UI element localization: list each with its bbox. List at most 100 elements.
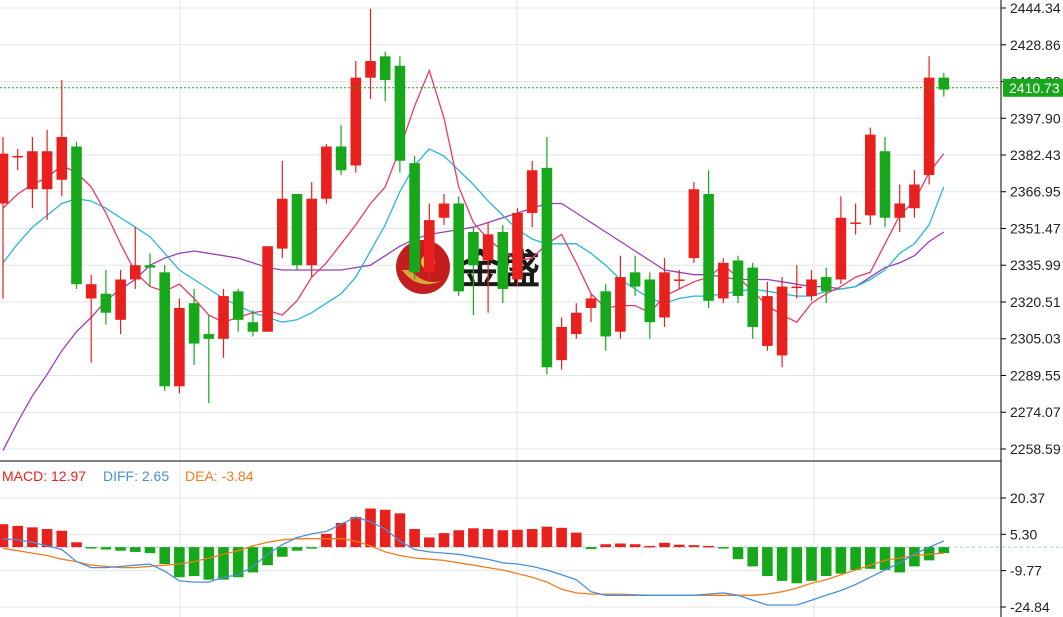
candle-body bbox=[247, 322, 259, 332]
current-price-tag bbox=[1003, 78, 1063, 97]
macd-bar bbox=[806, 547, 817, 581]
candle bbox=[335, 125, 347, 175]
candle-body bbox=[879, 151, 891, 218]
candle-body bbox=[820, 277, 832, 292]
candle-body bbox=[438, 203, 450, 218]
ma-slow-line bbox=[2, 202, 945, 451]
macd-bar bbox=[0, 524, 9, 548]
candle bbox=[526, 160, 538, 228]
candle bbox=[321, 144, 332, 204]
candle-body bbox=[556, 326, 567, 361]
macd-bar bbox=[41, 529, 53, 548]
macd-bar bbox=[277, 547, 288, 557]
macd-bar bbox=[879, 547, 891, 571]
macd-bar bbox=[71, 542, 82, 548]
macd-bar bbox=[732, 547, 744, 560]
candle-body bbox=[600, 291, 611, 337]
macd-bar bbox=[938, 547, 950, 554]
candle-body bbox=[85, 284, 97, 299]
candle bbox=[394, 56, 406, 173]
price-tick-label: 2335.99 bbox=[1010, 257, 1061, 273]
candle-body bbox=[321, 146, 332, 199]
candle-body bbox=[203, 334, 215, 339]
macd-bar bbox=[703, 545, 714, 548]
candle bbox=[56, 80, 68, 197]
macd-bar bbox=[615, 543, 626, 548]
candle-body bbox=[835, 217, 847, 280]
candle-body bbox=[615, 277, 626, 332]
macd-bar bbox=[291, 547, 303, 551]
candle bbox=[894, 184, 905, 232]
candle-body bbox=[12, 156, 23, 158]
candle bbox=[835, 196, 847, 285]
candle-body bbox=[571, 312, 582, 335]
macd-bar bbox=[659, 542, 670, 548]
macd-bar bbox=[335, 523, 347, 548]
macd-bar bbox=[438, 533, 450, 548]
candle-body bbox=[350, 77, 362, 166]
candle-body bbox=[776, 286, 788, 356]
grid-lines bbox=[0, 0, 1001, 617]
macd-bar bbox=[512, 529, 523, 548]
candle-body bbox=[629, 272, 641, 287]
macd-legend-dea: DEA: -3.84 bbox=[185, 468, 254, 484]
macd-bar bbox=[894, 547, 905, 573]
candle bbox=[218, 288, 229, 358]
candle bbox=[27, 137, 38, 209]
macd-bar bbox=[526, 529, 538, 548]
candle bbox=[938, 72, 950, 97]
macd-bar bbox=[365, 508, 376, 548]
candle bbox=[718, 258, 729, 304]
candle-body bbox=[409, 163, 420, 273]
candle bbox=[615, 255, 626, 339]
current-price-label: 2410.73 bbox=[1009, 80, 1060, 96]
candle-body bbox=[394, 65, 406, 161]
candle bbox=[262, 246, 273, 332]
price-tick-label: 2382.43 bbox=[1010, 147, 1061, 163]
candle-body bbox=[188, 303, 200, 344]
candle-body bbox=[688, 189, 700, 259]
candle bbox=[673, 269, 685, 289]
macd-tick-label: -9.77 bbox=[1010, 563, 1042, 579]
candle-body bbox=[747, 267, 758, 327]
candle bbox=[923, 56, 935, 185]
candle bbox=[144, 253, 156, 287]
candle-body bbox=[379, 56, 391, 81]
macd-bar bbox=[321, 533, 332, 548]
candle-body bbox=[232, 291, 244, 320]
candle bbox=[747, 262, 758, 339]
macd-bar bbox=[468, 528, 479, 548]
candle bbox=[453, 196, 464, 297]
macd-bar bbox=[409, 529, 420, 548]
candle-body bbox=[923, 77, 935, 175]
macd-bar bbox=[247, 547, 259, 573]
candle bbox=[232, 288, 244, 332]
macd-bar bbox=[820, 547, 832, 577]
macd-bar bbox=[262, 547, 273, 566]
candle bbox=[644, 272, 656, 339]
diff-line bbox=[2, 516, 945, 606]
macd-bar bbox=[12, 525, 23, 548]
candle bbox=[512, 208, 523, 287]
candle-body bbox=[365, 61, 376, 78]
candle bbox=[85, 274, 97, 363]
candle bbox=[174, 298, 185, 394]
price-tick-label: 2258.59 bbox=[1010, 441, 1061, 457]
candle bbox=[468, 227, 479, 316]
macd-bar bbox=[350, 516, 362, 548]
macd-bar bbox=[203, 547, 215, 580]
candle bbox=[585, 293, 597, 323]
macd-bar bbox=[688, 545, 700, 548]
candle bbox=[306, 182, 317, 278]
candlesticks bbox=[0, 8, 950, 403]
candle bbox=[438, 193, 450, 225]
candle bbox=[865, 127, 876, 225]
candle-body bbox=[27, 151, 38, 190]
candle bbox=[159, 265, 170, 392]
candle-body bbox=[791, 286, 803, 289]
price-tick-label: 2320.51 bbox=[1010, 294, 1061, 310]
macd-tick-label: 5.30 bbox=[1010, 526, 1037, 542]
candle bbox=[850, 203, 861, 235]
candle-body bbox=[424, 220, 435, 273]
macd-indicator bbox=[0, 508, 1063, 606]
